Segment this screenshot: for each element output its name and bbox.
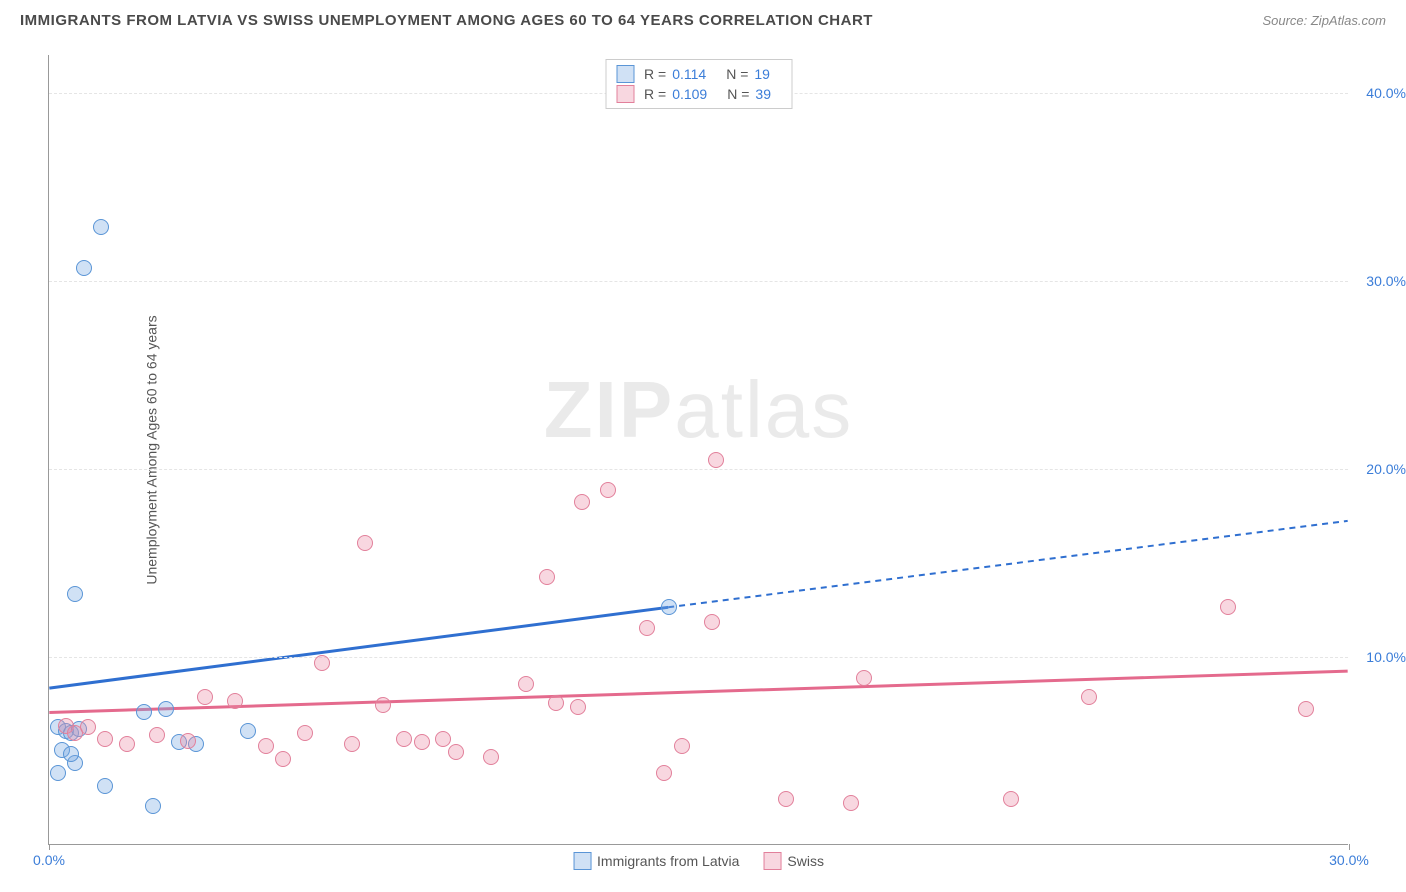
scatter-point-swiss bbox=[704, 614, 720, 630]
scatter-point-latvia bbox=[136, 704, 152, 720]
chart-header: IMMIGRANTS FROM LATVIA VS SWISS UNEMPLOY… bbox=[0, 0, 1406, 37]
swatch-icon bbox=[763, 852, 781, 870]
scatter-point-swiss bbox=[297, 725, 313, 741]
scatter-point-latvia bbox=[158, 701, 174, 717]
trend-line-swiss bbox=[49, 671, 1347, 712]
stat-r-label: R = bbox=[644, 86, 666, 102]
scatter-point-swiss bbox=[656, 765, 672, 781]
scatter-point-swiss bbox=[1298, 701, 1314, 717]
scatter-point-swiss bbox=[180, 733, 196, 749]
scatter-point-swiss bbox=[119, 736, 135, 752]
scatter-point-swiss bbox=[518, 676, 534, 692]
scatter-point-latvia bbox=[63, 746, 79, 762]
grid-line bbox=[49, 281, 1348, 282]
scatter-point-latvia bbox=[240, 723, 256, 739]
scatter-point-swiss bbox=[97, 731, 113, 747]
x-tick-label: 30.0% bbox=[1329, 852, 1369, 868]
stat-n-label: N = bbox=[726, 66, 748, 82]
scatter-point-swiss bbox=[1003, 791, 1019, 807]
scatter-point-swiss bbox=[1081, 689, 1097, 705]
stat-r-label: R = bbox=[644, 66, 666, 82]
scatter-point-swiss bbox=[435, 731, 451, 747]
scatter-point-swiss bbox=[149, 727, 165, 743]
stat-r-value: 0.109 bbox=[672, 86, 707, 102]
y-tick-label: 40.0% bbox=[1366, 85, 1406, 101]
scatter-point-latvia bbox=[76, 260, 92, 276]
scatter-point-swiss bbox=[570, 699, 586, 715]
scatter-point-latvia bbox=[67, 586, 83, 602]
chart-source: Source: ZipAtlas.com bbox=[1262, 13, 1386, 28]
scatter-point-swiss bbox=[448, 744, 464, 760]
x-tick-label: 0.0% bbox=[33, 852, 65, 868]
y-tick-label: 10.0% bbox=[1366, 649, 1406, 665]
x-tick-mark bbox=[1349, 844, 1350, 850]
scatter-point-swiss bbox=[1220, 599, 1236, 615]
scatter-point-swiss bbox=[674, 738, 690, 754]
grid-line bbox=[49, 469, 1348, 470]
scatter-point-swiss bbox=[197, 689, 213, 705]
scatter-point-swiss bbox=[357, 535, 373, 551]
scatter-point-latvia bbox=[661, 599, 677, 615]
scatter-point-swiss bbox=[275, 751, 291, 767]
trend-line-latvia bbox=[49, 607, 668, 688]
y-tick-label: 30.0% bbox=[1366, 273, 1406, 289]
scatter-point-swiss bbox=[483, 749, 499, 765]
scatter-point-swiss bbox=[843, 795, 859, 811]
scatter-point-swiss bbox=[344, 736, 360, 752]
scatter-point-swiss bbox=[258, 738, 274, 754]
stats-row-latvia: R = 0.114 N = 19 bbox=[616, 64, 781, 84]
chart-plot: Unemployment Among Ages 60 to 64 years Z… bbox=[48, 55, 1348, 845]
stats-legend: R = 0.114 N = 19 R = 0.109 N = 39 bbox=[605, 59, 792, 109]
legend-label: Immigrants from Latvia bbox=[597, 853, 739, 869]
scatter-point-latvia bbox=[50, 765, 66, 781]
scatter-point-swiss bbox=[227, 693, 243, 709]
scatter-point-latvia bbox=[97, 778, 113, 794]
legend-label: Swiss bbox=[787, 853, 824, 869]
scatter-point-swiss bbox=[414, 734, 430, 750]
swatch-icon bbox=[573, 852, 591, 870]
plot-area: 10.0%20.0%30.0%40.0%0.0%30.0% bbox=[49, 55, 1348, 844]
scatter-point-swiss bbox=[778, 791, 794, 807]
trend-line-extend-latvia bbox=[668, 521, 1347, 607]
grid-line bbox=[49, 657, 1348, 658]
series-legend: Immigrants from Latvia Swiss bbox=[573, 852, 824, 870]
scatter-point-swiss bbox=[856, 670, 872, 686]
scatter-point-latvia bbox=[145, 798, 161, 814]
scatter-point-swiss bbox=[375, 697, 391, 713]
scatter-point-swiss bbox=[548, 695, 564, 711]
x-tick-mark bbox=[49, 844, 50, 850]
scatter-point-swiss bbox=[314, 655, 330, 671]
scatter-point-swiss bbox=[639, 620, 655, 636]
stat-n-label: N = bbox=[727, 86, 749, 102]
scatter-point-latvia bbox=[93, 219, 109, 235]
scatter-point-swiss bbox=[708, 452, 724, 468]
scatter-point-swiss bbox=[396, 731, 412, 747]
legend-item: Swiss bbox=[763, 852, 824, 870]
legend-item: Immigrants from Latvia bbox=[573, 852, 739, 870]
scatter-point-swiss bbox=[80, 719, 96, 735]
y-tick-label: 20.0% bbox=[1366, 461, 1406, 477]
chart-title: IMMIGRANTS FROM LATVIA VS SWISS UNEMPLOY… bbox=[20, 12, 873, 29]
swatch-icon bbox=[616, 65, 634, 83]
swatch-icon bbox=[616, 85, 634, 103]
stat-n-value: 39 bbox=[755, 86, 771, 102]
scatter-point-swiss bbox=[574, 494, 590, 510]
stat-n-value: 19 bbox=[754, 66, 770, 82]
stat-r-value: 0.114 bbox=[672, 66, 706, 82]
stats-row-swiss: R = 0.109 N = 39 bbox=[616, 84, 781, 104]
scatter-point-swiss bbox=[539, 569, 555, 585]
scatter-point-swiss bbox=[600, 482, 616, 498]
